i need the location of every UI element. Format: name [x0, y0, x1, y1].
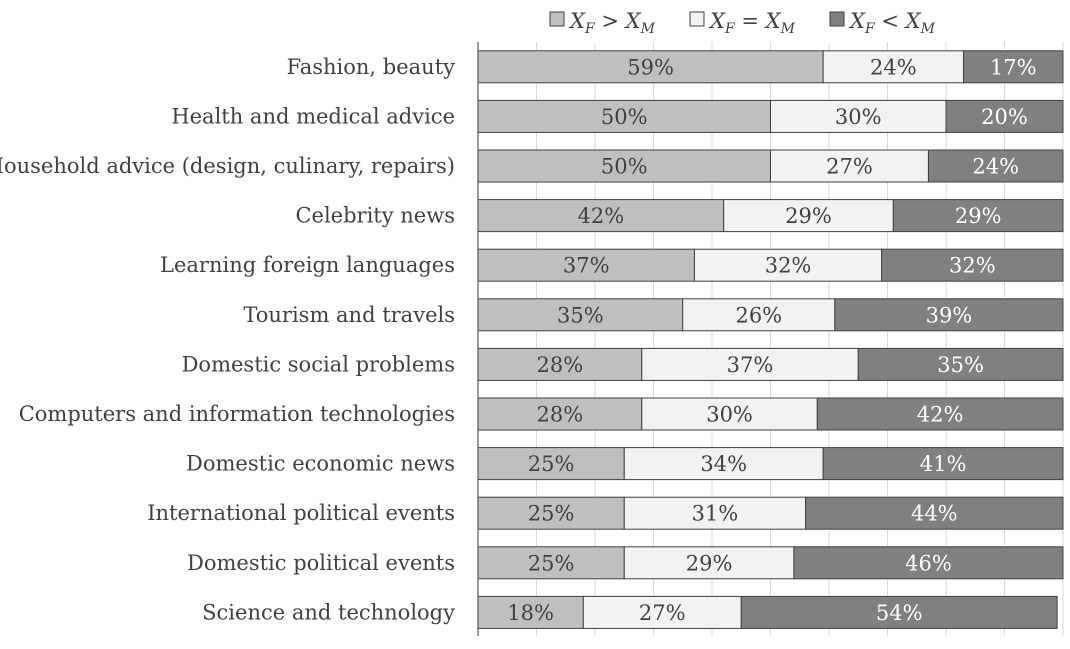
category-label: Science and technology [202, 600, 455, 624]
legend-entry: XF = XM [708, 9, 796, 37]
data-label: 50% [601, 155, 648, 179]
bar-segment [770, 99, 947, 133]
data-label: 46% [905, 551, 952, 575]
gridlines [536, 42, 1064, 636]
data-label: 25% [528, 551, 575, 575]
legend-swatch [829, 11, 845, 27]
data-label: 20% [981, 105, 1028, 129]
legend-entry: XF > XM [568, 9, 656, 37]
bar-segment [682, 298, 836, 332]
legend-swatch [549, 11, 565, 27]
bar-segment [927, 149, 1064, 183]
bar-segment [477, 199, 725, 233]
data-label: 17% [990, 55, 1037, 79]
legend-swatch [689, 11, 705, 27]
bar-segment [945, 99, 1064, 133]
bar-segment [822, 50, 965, 84]
data-label: 29% [955, 204, 1002, 228]
category-label: Domestic political events [187, 551, 455, 575]
category-labels: Fashion, beauty Health and medical advice… [0, 55, 455, 625]
bar-segment [834, 298, 1064, 332]
bar-segment [477, 248, 695, 282]
category-label: Domestic social problems [182, 352, 455, 376]
bar-segment [693, 248, 883, 282]
legend: XF > XM XF = XM XF < XM [549, 9, 936, 37]
data-label: 26% [735, 303, 782, 327]
data-label: 35% [557, 303, 604, 327]
data-label: 27% [826, 155, 873, 179]
bar-segment [816, 397, 1064, 431]
bar-segment [582, 595, 742, 629]
data-label: 30% [835, 105, 882, 129]
data-label: 29% [686, 551, 733, 575]
bar-segment [641, 347, 859, 381]
bar-segment [477, 149, 771, 183]
bar-segment [881, 248, 1064, 282]
data-label: 34% [700, 452, 747, 476]
data-label: 32% [949, 254, 996, 278]
data-label: 37% [563, 254, 610, 278]
category-label: Computers and information technologies [19, 402, 455, 426]
bar-segment [805, 496, 1064, 530]
category-label: Fashion, beauty [287, 55, 456, 79]
data-label: 41% [920, 452, 967, 476]
data-label: 37% [727, 353, 774, 377]
bar-segment [822, 447, 1064, 481]
data-label: 18% [507, 601, 554, 625]
bar-segment [793, 546, 1064, 580]
category-label: Domestic economic news [186, 452, 455, 476]
data-label: 24% [870, 55, 917, 79]
bar-segment [477, 447, 625, 481]
bars [477, 50, 1064, 629]
bar-segment [723, 199, 894, 233]
data-label: 25% [528, 502, 575, 526]
category-label: Celebrity news [295, 204, 455, 228]
data-label: 50% [601, 105, 648, 129]
bar-segment [963, 50, 1064, 84]
bar-segment [892, 199, 1064, 233]
bar-segment [770, 149, 929, 183]
data-label: 44% [911, 502, 958, 526]
category-label: Health and medical advice [171, 104, 455, 128]
data-labels: 59% 24% 17% 50% 30% 20% 50% 27% 24% 42% 29% 29% 37% 3… [507, 55, 1036, 625]
data-label: 28% [537, 403, 584, 427]
data-label: 29% [785, 204, 832, 228]
data-label: 31% [692, 502, 739, 526]
bar-segment [477, 347, 643, 381]
data-label: 28% [537, 353, 584, 377]
bar-segment [477, 298, 684, 332]
data-label: 39% [926, 303, 973, 327]
category-label: Household advice (design, culinary, repa… [0, 154, 455, 178]
bar-segment [623, 496, 807, 530]
category-label: Tourism and travels [243, 303, 455, 327]
data-label: 24% [972, 155, 1019, 179]
data-label: 42% [917, 403, 964, 427]
data-label: 30% [706, 403, 753, 427]
legend-entry: XF < XM [848, 9, 936, 37]
data-label: 35% [937, 353, 984, 377]
bar-segment [623, 447, 824, 481]
data-label: 32% [765, 254, 812, 278]
data-label: 25% [528, 452, 575, 476]
category-label: International political events [147, 501, 455, 525]
category-label: Learning foreign languages [160, 253, 455, 277]
data-label: 59% [627, 55, 674, 79]
bar-segment [857, 347, 1064, 381]
bar-segment [477, 496, 625, 530]
data-label: 42% [578, 204, 625, 228]
bar-segment [740, 595, 1058, 629]
data-label: 54% [876, 601, 923, 625]
data-label: 27% [639, 601, 686, 625]
